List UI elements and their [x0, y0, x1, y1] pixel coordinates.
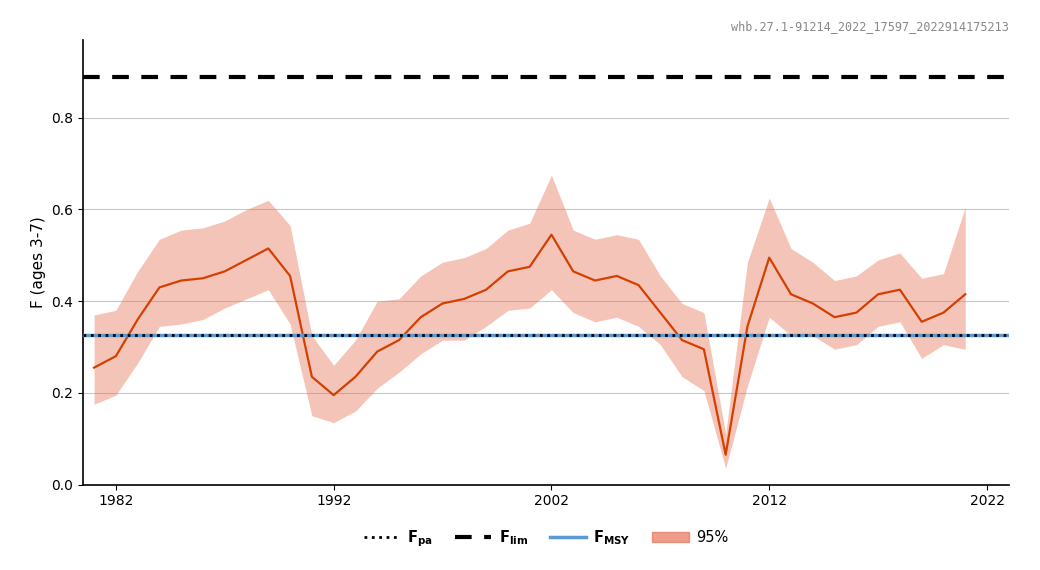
Text: whb.27.1-91214_2022_17597_2022914175213: whb.27.1-91214_2022_17597_2022914175213	[731, 20, 1009, 33]
Y-axis label: F (ages 3-7): F (ages 3-7)	[31, 217, 46, 308]
Legend: $\mathbf{F_{pa}}$, $\mathbf{F_{lim}}$, $\mathbf{F_{MSY}}$, 95%: $\mathbf{F_{pa}}$, $\mathbf{F_{lim}}$, $…	[358, 523, 734, 555]
